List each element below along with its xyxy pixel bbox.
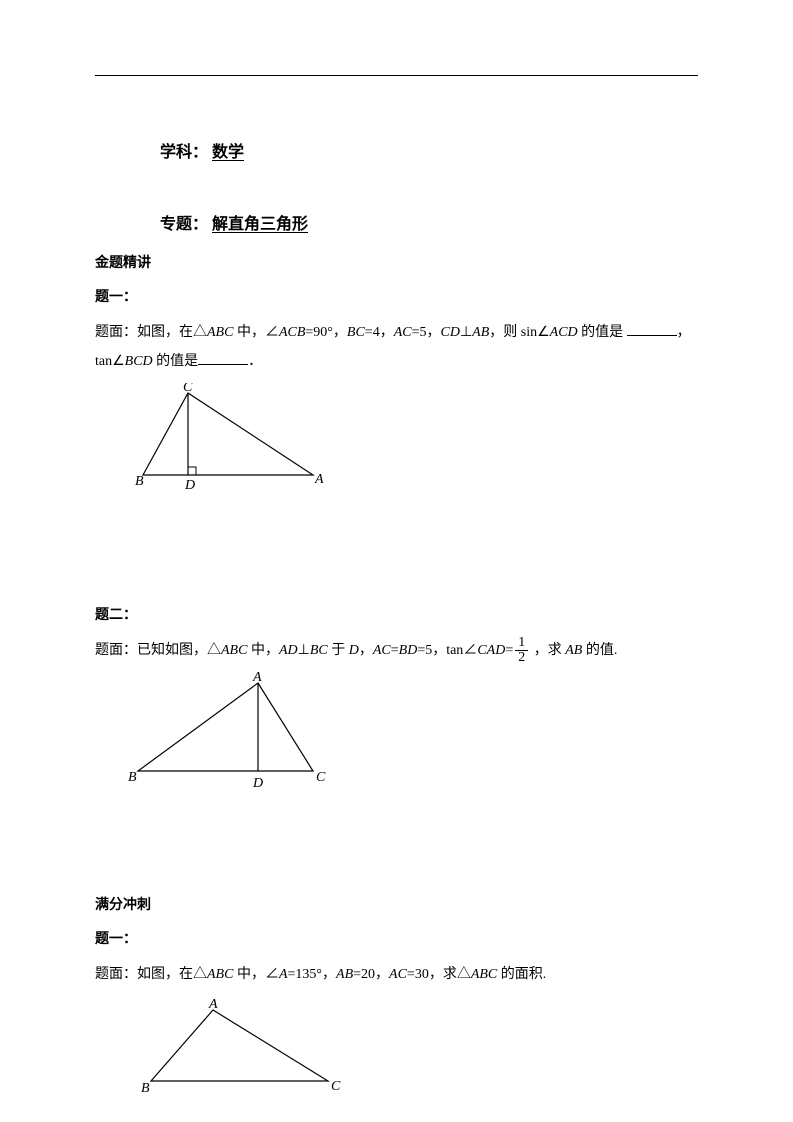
subject-value: 数学 [212,144,244,161]
text: =20， [353,967,389,982]
var-ac: AC [394,325,412,340]
label-b: B [135,474,144,489]
text: tan∠ [95,354,125,369]
section2-title: 满分冲刺 [95,894,698,914]
spacer [95,802,698,880]
triangle-outline [143,393,313,475]
var-acd: ACD [550,325,578,340]
label-c: C [316,770,326,785]
var-ab: AB [565,643,582,658]
text: 于 [328,643,349,658]
spacer [95,504,698,594]
var-bc: BC [310,643,328,658]
var-abc: ABC [207,325,233,340]
text: ⊥ [460,325,472,340]
text: = [505,643,513,658]
var-bcd: BCD [125,354,153,369]
var-ab: AB [336,967,353,982]
var-bc: BC [347,325,365,340]
text: = [391,643,399,658]
subject-line: 学科： 数学 [95,138,698,162]
fraction-half: 12 [515,636,528,665]
label-c: C [331,1079,341,1094]
text: ⊥ [298,643,310,658]
text: 题面：如图，在△ [95,967,207,982]
blank-1 [627,322,677,336]
text: ，则 sin∠ [489,325,549,340]
triangle-diagram-3: B C A [123,996,353,1096]
s2p1-text: 题面：如图，在△ABC 中，∠A=135°，AB=20，AC=30，求△ABC … [95,960,698,989]
s2p1-figure: B C A [123,996,698,1101]
topic-label: 专题： [160,216,208,233]
s1p2-title: 题二： [95,604,698,624]
s2p1-title: 题一： [95,928,698,948]
var-cad: CAD [477,643,505,658]
var-ad: AD [279,643,298,658]
label-a: A [252,671,262,685]
text: 题面：已知如图，△ [95,643,221,658]
text: 的面积. [497,967,546,982]
text: ， [359,643,373,658]
var-d: D [349,643,359,658]
text: 中，∠ [233,325,279,340]
label-b: B [128,770,137,785]
frac-num: 1 [515,636,528,651]
triangle-diagram-1: B D A C [123,383,333,493]
label-a: A [314,472,324,487]
page-top-rule [95,75,698,76]
triangle-outline [138,683,313,771]
triangle-diagram-2: B D C A [123,671,333,791]
var-abc2: ABC [471,967,497,982]
topic-value: 解直角三角形 [212,216,308,233]
frac-den: 2 [515,651,528,665]
text: ． [248,354,262,369]
text: 中， [247,643,279,658]
text: ，求 [530,643,565,658]
section1-title: 金题精讲 [95,252,698,272]
s1p1-title: 题一： [95,286,698,306]
var-ab: AB [472,325,489,340]
var-abc: ABC [221,643,247,658]
text: =5， [412,325,441,340]
label-d: D [252,776,263,791]
s1p2-text: 题面：已知如图，△ABC 中，AD⊥BC 于 D，AC=BD=5，tan∠CAD… [95,636,698,665]
label-b: B [141,1081,150,1096]
text: 的值是 [153,354,199,369]
text: =4， [365,325,394,340]
blank-2 [198,351,248,365]
triangle-outline [151,1010,328,1081]
s1p1-text: 题面：如图，在△ABC 中，∠ACB=90°，BC=4，AC=5，CD⊥AB，则… [95,318,698,377]
text: ， [677,325,691,340]
var-ac: AC [389,967,407,982]
text: 的值是 [578,325,627,340]
text: =5，tan∠ [417,643,477,658]
var-a: A [279,967,288,982]
var-abc: ABC [207,967,233,982]
var-acb: ACB [279,325,305,340]
text: =135°， [288,967,337,982]
text: =30，求△ [407,967,471,982]
subject-label: 学科： [160,144,208,161]
var-ac: AC [373,643,391,658]
text: 题面：如图，在△ [95,325,207,340]
label-c: C [183,383,193,395]
var-bd: BD [399,643,418,658]
text: 的值. [582,643,617,658]
text: =90°， [305,325,347,340]
s1p2-figure: B D C A [123,671,698,796]
label-a: A [208,997,218,1012]
s1p1-figure: B D A C [123,383,698,498]
var-cd: CD [441,325,460,340]
text: 中，∠ [233,967,279,982]
right-angle-icon [188,467,196,475]
label-d: D [184,478,195,493]
topic-line: 专题： 解直角三角形 [95,210,698,234]
